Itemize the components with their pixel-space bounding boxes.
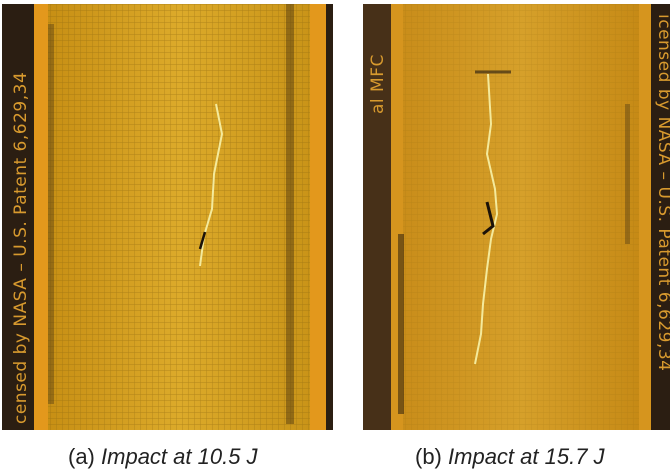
- mfc-photo-b: al MFC icensed by NASA – U.S. Patent 6,6…: [363, 4, 670, 430]
- mfc-photo-a: censed by NASA – U.S. Patent 6,629,34: [2, 4, 333, 430]
- caption-b: (b) Impact at 15.7 J: [415, 444, 605, 470]
- caption-b-prefix: (b): [415, 444, 442, 469]
- caption-b-text: Impact at 15.7 J: [448, 444, 605, 469]
- caption-a: (a) Impact at 10.5 J: [68, 444, 258, 470]
- photo-panel-b: al MFC icensed by NASA – U.S. Patent 6,6…: [363, 4, 670, 430]
- patent-text-b-right: icensed by NASA – U.S. Patent 6,629,34: [654, 14, 670, 371]
- photo-panel-a: censed by NASA – U.S. Patent 6,629,34: [2, 4, 333, 430]
- patent-text-a: censed by NASA – U.S. Patent 6,629,34: [11, 72, 31, 424]
- patent-text-b-left: al MFC: [368, 54, 388, 114]
- caption-a-prefix: (a): [68, 444, 95, 469]
- caption-a-text: Impact at 10.5 J: [101, 444, 258, 469]
